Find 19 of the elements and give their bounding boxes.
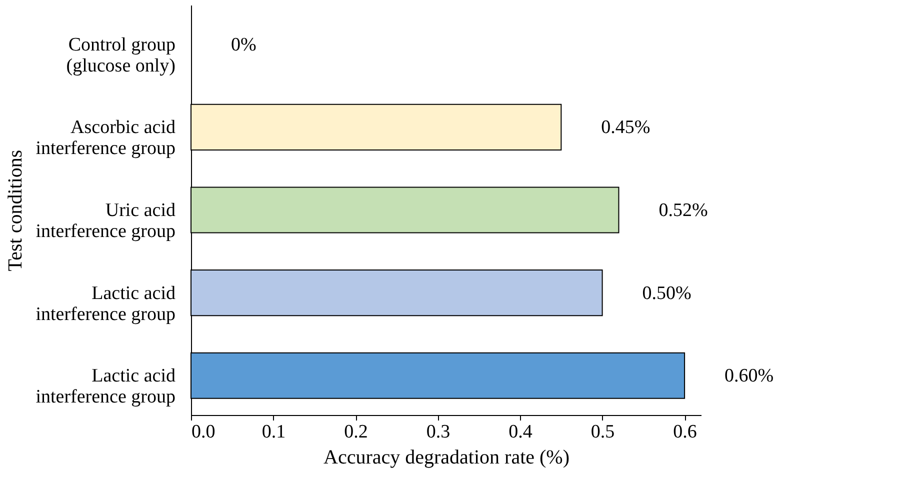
x-tick-label: 0.2 xyxy=(344,422,368,442)
x-tick-label: 0.5 xyxy=(590,422,615,442)
data-label: 0.45% xyxy=(601,117,650,138)
y-tick-label: Lactic acid interference group xyxy=(36,366,176,408)
data-label: 0% xyxy=(231,34,256,56)
y-tick-label: Lactic acid interference group xyxy=(36,282,176,325)
x-tick-label: 0.3 xyxy=(426,422,450,442)
x-tick-label: 0.0 xyxy=(192,422,216,442)
y-axis-title: Test conditions xyxy=(4,150,27,272)
data-label: 0.60% xyxy=(724,366,774,387)
x-tick-label: 0.6 xyxy=(673,422,697,442)
data-label: 0.52% xyxy=(658,200,708,221)
data-label: 0.50% xyxy=(642,282,692,304)
y-tick-label: Control group (glucose only) xyxy=(66,34,176,76)
x-axis-title: Accuracy degradation rate (%) xyxy=(324,446,570,468)
x-tick-label: 0.4 xyxy=(508,422,533,442)
y-tick-label: Uric acid interference group xyxy=(36,200,176,242)
x-tick-label: 0.1 xyxy=(262,422,286,442)
y-tick-label: Ascorbic acid interference group xyxy=(36,117,176,160)
